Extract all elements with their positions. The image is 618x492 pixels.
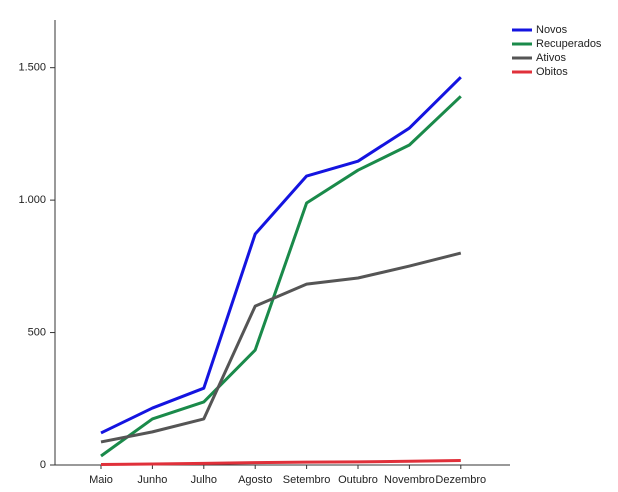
legend-label: Ativos — [536, 52, 566, 64]
y-tick-label: 0 — [40, 459, 46, 471]
legend-label: Novos — [536, 24, 568, 36]
legend-label: Obitos — [536, 66, 568, 78]
x-tick-label: Maio — [89, 474, 113, 486]
series-line — [100, 251, 462, 444]
series-line — [100, 95, 462, 458]
x-tick-label: Outubro — [338, 474, 378, 486]
series-line — [100, 76, 462, 435]
x-tick-label: Junho — [137, 474, 167, 486]
series-line — [100, 458, 461, 466]
y-tick-label: 1.500 — [18, 62, 46, 74]
x-tick-label: Agosto — [238, 474, 272, 486]
y-tick-label: 1.000 — [18, 194, 46, 206]
x-tick-label: Setembro — [283, 474, 331, 486]
y-tick-label: 500 — [28, 326, 46, 338]
legend-label: Recuperados — [536, 38, 602, 50]
x-tick-label: Novembro — [384, 474, 435, 486]
x-tick-label: Dezembro — [435, 474, 486, 486]
x-tick-label: Julho — [191, 474, 217, 486]
